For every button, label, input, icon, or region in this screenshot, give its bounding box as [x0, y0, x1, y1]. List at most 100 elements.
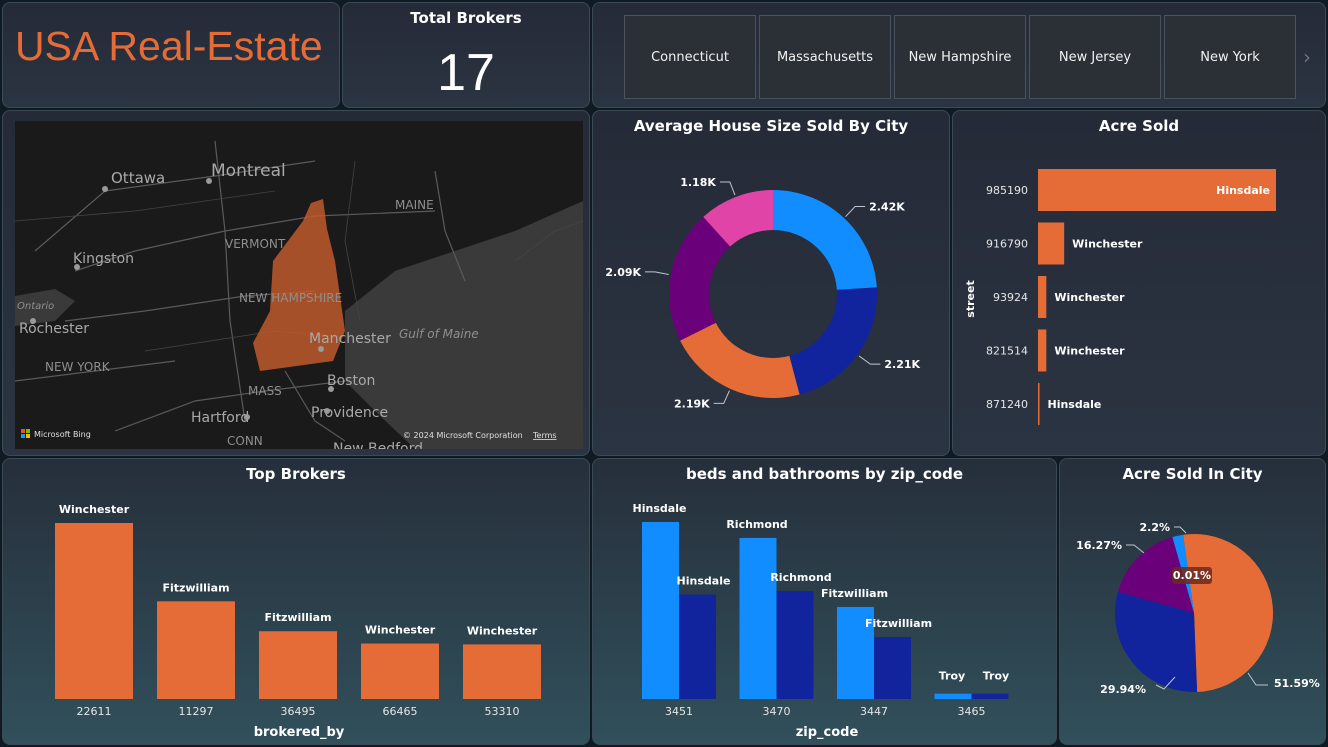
beds-baths-tick-label: 3470: [763, 705, 791, 718]
total-brokers-label: Total Brokers: [410, 9, 522, 27]
avg-house-size-chart: 2.42K 2.21K 2.19K 2.09K 1.18K: [605, 176, 920, 410]
top-brokers-bar[interactable]: [259, 631, 337, 699]
acre-sold-tick-label: 93924: [993, 291, 1028, 304]
top-brokers-tick-label: 36495: [281, 705, 316, 718]
acre-sold-title: Acre Sold: [1098, 117, 1180, 135]
microsoft-logo-icon: [21, 429, 30, 438]
title-card: USA Real-Estate: [2, 2, 340, 108]
beds-baths-data-label: Troy: [939, 670, 965, 683]
avg-house-size-slice[interactable]: [680, 322, 800, 399]
slicer-item-massachusetts[interactable]: Massachusetts: [759, 15, 891, 99]
acre-city-slice[interactable]: [1117, 537, 1194, 613]
slicer-item-connecticut[interactable]: Connecticut: [624, 15, 756, 99]
beds-baths-data-label: Hinsdale: [633, 502, 687, 515]
avg-house-size-slice[interactable]: [773, 190, 877, 290]
beds-baths-data-label: Fitzwilliam: [865, 617, 932, 630]
acre-city-slice[interactable]: [1183, 534, 1274, 692]
avg-house-size-slice[interactable]: [703, 190, 773, 247]
beds-baths-bar[interactable]: [776, 591, 814, 699]
avg-house-size-data-label: 2.21K: [884, 358, 920, 371]
map-label-ottawa: Ottawa: [111, 169, 165, 187]
slicer-item-new-jersey[interactable]: New Jersey: [1029, 15, 1161, 99]
acre-city-leader-line: [1126, 544, 1145, 554]
map-terms-link[interactable]: Terms: [532, 431, 557, 440]
acre-sold-bar[interactable]: [1038, 276, 1047, 318]
map-label-kingston: Kingston: [73, 251, 134, 267]
avg-house-size-data-label: 2.42K: [869, 200, 905, 213]
top-brokers-tick-label: 66465: [383, 705, 418, 718]
top-brokers-bar[interactable]: [463, 644, 541, 699]
acre-sold-ylabel: street: [964, 280, 977, 317]
top-brokers-data-label: Winchester: [467, 624, 538, 637]
acre-city-data-label: 2.2%: [1139, 521, 1170, 534]
acre-city-label-badge: [1172, 567, 1212, 584]
map-label-gulf-of-maine: Gulf of Maine: [399, 327, 479, 341]
top-brokers-data-label: Winchester: [365, 624, 436, 637]
acre-city-leader-line: [1247, 672, 1268, 686]
acre-city-slice[interactable]: [1115, 591, 1198, 692]
slicer-item-new-york[interactable]: New York: [1164, 15, 1296, 99]
state-slicer: Connecticut Massachusetts New Hampshire …: [592, 2, 1326, 108]
acre-sold-data-label: Winchester: [1072, 238, 1143, 251]
new-hampshire-highlight: [253, 199, 345, 371]
avg-house-size-leader-line: [719, 181, 736, 196]
beds-baths-bar[interactable]: [679, 594, 716, 699]
avg-house-size-slice[interactable]: [669, 216, 731, 341]
beds-baths-bar[interactable]: [642, 522, 679, 699]
beds-baths-bar[interactable]: [874, 637, 911, 699]
acre-sold-data-label: Hinsdale: [1048, 398, 1102, 411]
map-label-providence: Providence: [311, 405, 388, 421]
map-copyright: © 2024 Microsoft Corporation: [403, 431, 523, 440]
top-brokers-bar[interactable]: [157, 601, 235, 699]
beds-baths-tick-label: 3465: [958, 705, 986, 718]
map-label-rochester: Rochester: [19, 321, 89, 337]
beds-baths-tick-label: 3447: [860, 705, 888, 718]
acre-city-data-label: 51.59%: [1274, 677, 1320, 690]
map-label-new-bedford: New Bedford: [333, 441, 423, 449]
beds-baths-xlabel: zip_code: [796, 725, 859, 740]
total-brokers-card: Total Brokers 17: [342, 2, 590, 108]
acre-sold-tick-label: 985190: [986, 184, 1028, 197]
beds-baths-bar[interactable]: [739, 537, 777, 699]
acre-sold-tick-label: 871240: [986, 398, 1028, 411]
acre-sold-tick-label: 821514: [986, 345, 1028, 358]
map-label-vermont: VERMONT: [225, 237, 286, 251]
avg-house-size-data-label: 1.18K: [680, 176, 716, 189]
top-brokers-tick-label: 11297: [179, 705, 214, 718]
avg-house-size-data-label: 2.19K: [674, 397, 710, 410]
chevron-right-icon[interactable]: ›: [1303, 45, 1311, 69]
top-brokers-bar[interactable]: [361, 643, 439, 699]
map-card: Ottawa Montreal Kingston Rochester Manch…: [2, 110, 590, 456]
avg-house-size-slice[interactable]: [789, 287, 877, 395]
top-brokers-tick-label: 22611: [77, 705, 112, 718]
avg-house-size-title: Average House Size Sold By City: [633, 117, 909, 135]
map[interactable]: Ottawa Montreal Kingston Rochester Manch…: [15, 121, 583, 449]
top-brokers-bar[interactable]: [55, 523, 133, 699]
beds-baths-chart: zip_code Hinsdale Hinsdale 3451 Richmond Ric…: [633, 502, 1010, 740]
map-label-boston: Boston: [327, 373, 375, 389]
acre-sold-bar[interactable]: [1038, 169, 1276, 211]
top-brokers-chart: brokered_by Winchester 22611 Fitzwilliam 11…: [55, 503, 541, 740]
beds-baths-bar[interactable]: [934, 693, 972, 699]
map-attribution: Microsoft Bing: [34, 430, 91, 439]
acre-city-data-label: 16.27%: [1076, 539, 1122, 552]
avg-house-size-data-label: 2.09K: [605, 266, 641, 279]
acre-city-title: Acre Sold In City: [1122, 465, 1263, 483]
beds-baths-bar[interactable]: [971, 693, 1009, 699]
top-brokers-title: Top Brokers: [246, 465, 346, 483]
beds-baths-bar[interactable]: [837, 606, 874, 699]
acre-city-data-label: 0.01%: [1173, 569, 1211, 582]
top-brokers-card: Top Brokers brokered_by Winchester 22611 F…: [2, 458, 590, 745]
map-label-conn: CONN: [227, 434, 263, 448]
map-label-new-york: NEW YORK: [45, 360, 111, 374]
acre-sold-data-label: Winchester: [1054, 345, 1125, 358]
slicer-item-new-hampshire[interactable]: New Hampshire: [894, 15, 1026, 99]
acre-city-chart: 51.59% 29.94% 16.27% 0.01% 2.2%: [1076, 521, 1320, 696]
top-brokers-data-label: Winchester: [59, 503, 130, 516]
acre-sold-bar[interactable]: [1038, 329, 1047, 372]
acre-sold-bar[interactable]: [1038, 222, 1065, 265]
avg-house-size-leader-line: [645, 271, 669, 275]
avg-house-size-card: Average House Size Sold By City 2.42K 2.2…: [592, 110, 950, 456]
avg-house-size-leader-line: [713, 390, 730, 404]
acre-sold-bar[interactable]: [1038, 383, 1040, 425]
